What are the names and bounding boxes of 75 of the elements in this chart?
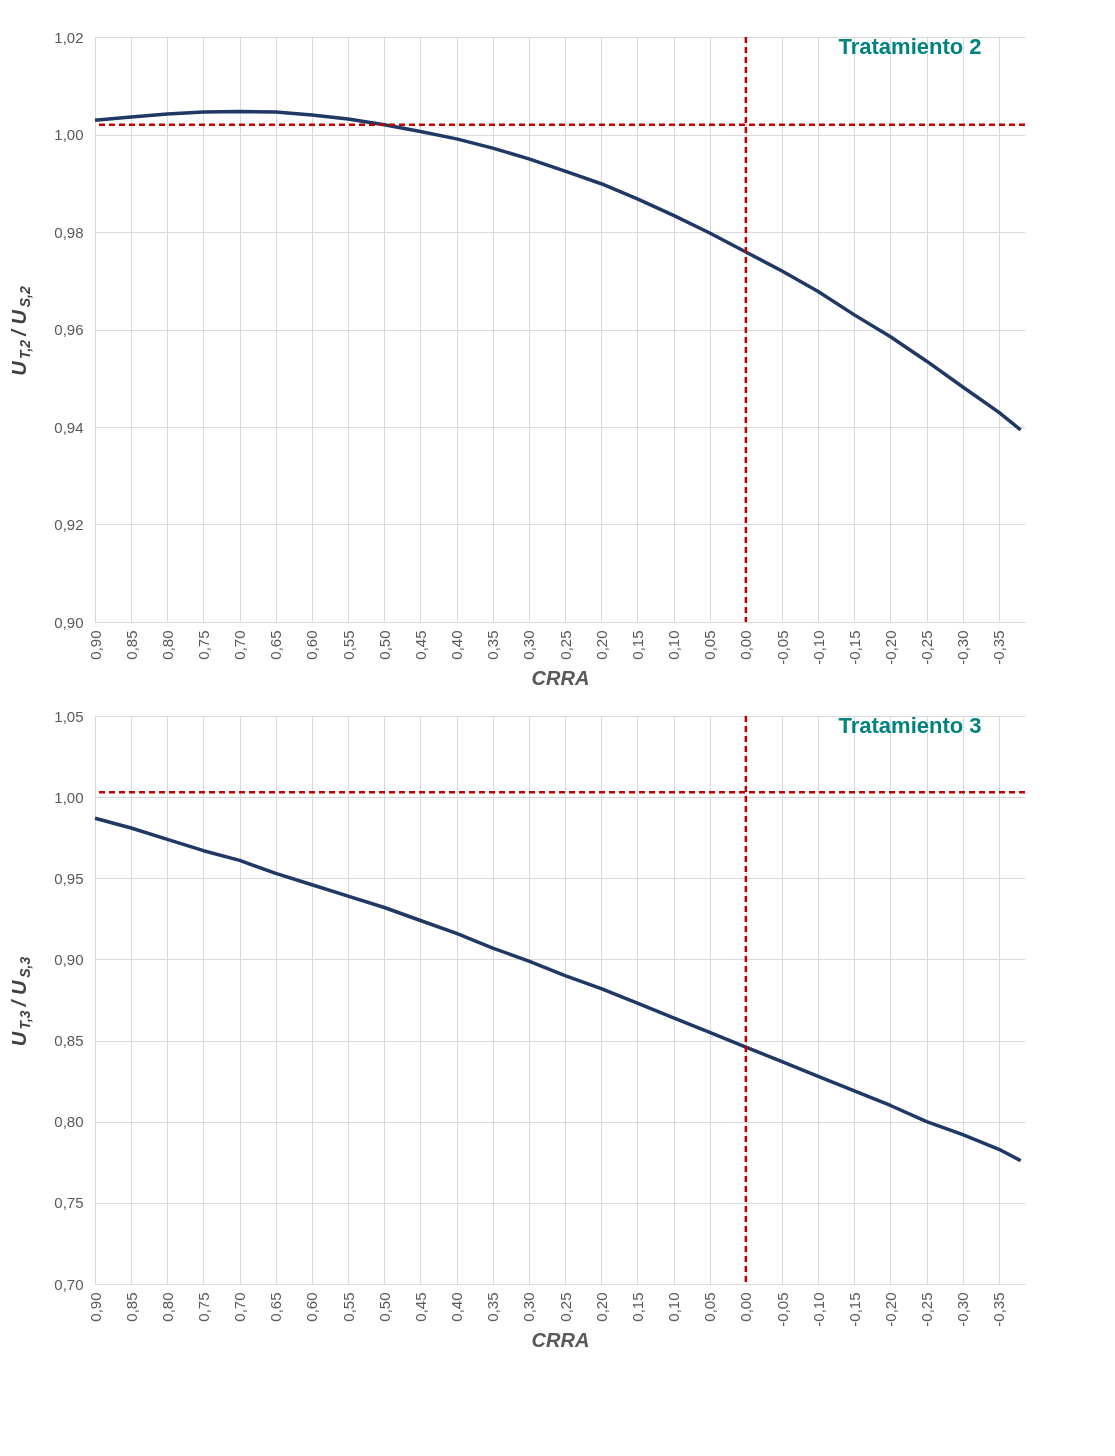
x-tick-label: 0,10 (665, 630, 683, 660)
x-tick-label: 0,80 (158, 630, 176, 660)
x-tick-label: -0,05 (773, 630, 791, 665)
x-tick-label: 0,35 (484, 630, 502, 660)
x-tick-label: 0,35 (484, 1292, 502, 1322)
x-tick-label: -0,20 (881, 1292, 899, 1327)
x-tick-label: -0,35 (990, 630, 1008, 665)
x-tick-label: 0,40 (448, 1292, 466, 1322)
x-tick-label: 0,50 (375, 1292, 393, 1322)
x-tick-label: 0,30 (520, 1292, 538, 1322)
x-tick-label: 0,60 (303, 630, 321, 660)
x-tick-label: 0,70 (231, 1292, 249, 1322)
y-tick-label: 0,98 (54, 223, 84, 241)
x-tick-label: 0,90 (86, 630, 104, 660)
x-tick-label: 0,10 (665, 1292, 683, 1322)
x-tick-label: -0,15 (845, 1292, 863, 1327)
x-tick-label: 0,50 (375, 630, 393, 660)
x-tick-label: -0,35 (990, 1292, 1008, 1327)
x-tick-label: -0,10 (809, 1292, 827, 1327)
x-axis-title: CRRA (531, 666, 590, 689)
annotation: Tratamiento 2 (838, 34, 982, 59)
x-tick-label: 0,80 (158, 1292, 176, 1322)
x-tick-label: 0,65 (267, 1292, 285, 1322)
x-tick-label: -0,05 (773, 1292, 791, 1327)
x-tick-label: 0,65 (267, 630, 285, 660)
x-tick-label: -0,15 (845, 630, 863, 665)
y-tick-label: 0,70 (54, 1275, 84, 1293)
x-tick-label: 0,45 (411, 1292, 429, 1322)
x-tick-label: 0,20 (592, 1292, 610, 1322)
x-tick-label: 0,75 (194, 630, 212, 660)
y-tick-label: 0,90 (54, 613, 84, 631)
y-axis-title: UT,3/ US,3 (8, 956, 33, 1047)
line-series (93, 816, 1023, 1163)
annotation: Tratamiento 3 (838, 713, 982, 738)
x-tick-label: 0,85 (122, 630, 140, 660)
x-tick-label: 0,05 (701, 630, 719, 660)
x-tick-label: 0,25 (556, 630, 574, 660)
x-tick-label: 0,55 (339, 630, 357, 660)
x-tick-label: -0,20 (881, 630, 899, 665)
x-tick-label: 0,90 (86, 1292, 104, 1322)
x-tick-label: -0,10 (809, 630, 827, 665)
x-tick-label: 0,15 (628, 1292, 646, 1322)
line-series (93, 109, 1023, 432)
y-tick-label: 0,80 (54, 1113, 84, 1131)
y-tick-label: 0,96 (54, 321, 84, 338)
y-tick-label: 1,00 (54, 126, 84, 143)
x-tick-label: 0,05 (701, 1292, 719, 1322)
x-tick-label: 0,45 (411, 630, 429, 660)
y-tick-label: 1,02 (54, 28, 84, 46)
y-tick-label: 0,94 (54, 418, 84, 436)
x-tick-label: 0,40 (448, 630, 466, 660)
y-tick-label: 0,95 (54, 869, 84, 887)
y-axis-title: UT,2/ US,2 (8, 286, 33, 376)
x-tick-label: 0,75 (194, 1292, 212, 1322)
x-tick-label: -0,25 (918, 630, 936, 665)
y-tick-label: 1,05 (54, 707, 84, 725)
y-tick-label: 0,92 (54, 516, 84, 533)
y-tick-label: 1,00 (54, 788, 84, 806)
x-tick-label: 0,15 (628, 630, 646, 660)
x-tick-label: 0,60 (303, 1292, 321, 1322)
x-tick-label: 0,20 (592, 630, 610, 660)
x-tick-label: -0,25 (918, 1292, 936, 1327)
y-tick-label: 0,85 (54, 1032, 84, 1050)
y-tick-label: 0,90 (54, 950, 84, 968)
x-tick-label: 0,70 (231, 630, 249, 660)
x-tick-label: 0,30 (520, 630, 538, 660)
y-tick-label: 0,75 (54, 1194, 84, 1212)
x-tick-label: 0,55 (339, 1292, 357, 1322)
x-tick-label: 0,85 (122, 1292, 140, 1322)
x-tick-label: 0,00 (737, 630, 755, 660)
x-tick-label: 0,25 (556, 1292, 574, 1322)
x-tick-label: -0,30 (954, 630, 972, 665)
x-axis-title: CRRA (531, 1328, 590, 1351)
x-tick-label: 0,00 (737, 1292, 755, 1322)
x-tick-label: -0,30 (954, 1292, 972, 1327)
